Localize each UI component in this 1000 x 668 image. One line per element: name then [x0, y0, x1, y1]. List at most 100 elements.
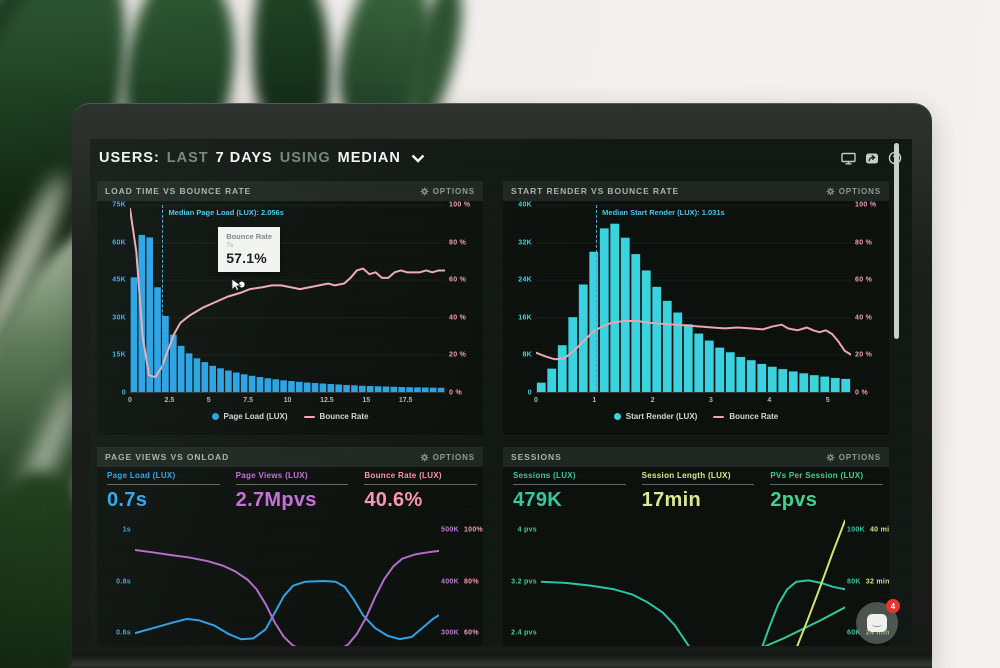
panel-header: LOAD TIME VS BOUNCE RATE OPTIONS [97, 181, 483, 201]
y-axis-tick-part: 80 % [449, 239, 467, 247]
chart-legend: Start Render (LUX) Bounce Rate [503, 412, 889, 421]
options-button[interactable]: OPTIONS [826, 187, 881, 196]
metric: Session Length (LUX) 17min [641, 471, 755, 512]
y-axis-tick: 40K [518, 201, 532, 209]
y-axis-tick-part: 80K [847, 578, 861, 586]
y-axis-tick: 0 [121, 389, 126, 397]
metric: Page Views (LUX) 2.7Mpvs [235, 471, 349, 512]
options-label: OPTIONS [432, 186, 475, 196]
mouse-cursor [231, 278, 242, 292]
panel-grid: LOAD TIME VS BOUNCE RATE OPTIONS 75K 60K 4… [97, 181, 889, 646]
x-axis-tick: 1 [592, 397, 597, 404]
chart-plot[interactable]: Median Page Load (LUX): 2.056s Bounce Ra… [130, 205, 445, 393]
metric-row: Page Load (LUX) 0.7s Page Views (LUX) 2.7Mp… [107, 471, 478, 512]
y-axis-tick-part: 40 % [855, 314, 873, 322]
metric-value: 2.7Mpvs [235, 489, 317, 511]
legend-label: Page Load (LUX) [223, 412, 288, 421]
options-button[interactable]: OPTIONS [420, 453, 475, 462]
legend-item[interactable]: Bounce Rate [303, 412, 369, 421]
display-icon[interactable] [841, 152, 856, 165]
y-axis-tick-part: 100 % [855, 201, 877, 209]
legend-label: Bounce Rate [319, 412, 369, 421]
metric-value: 2pvs [770, 489, 818, 511]
legend-line-marker [303, 415, 315, 418]
share-icon[interactable] [865, 152, 879, 165]
y-axis-tick-part: 100K [847, 526, 865, 534]
user-filter-dropdown[interactable]: USERS: LAST 7 DAYS USING MEDIAN [99, 150, 425, 166]
dashboard-screen: USERS: LAST 7 DAYS USING MEDIAN ? [90, 139, 912, 646]
options-button[interactable]: OPTIONS [420, 187, 475, 196]
metric-divider [641, 484, 755, 485]
y-axis-tick: 0.8s [116, 578, 131, 586]
y-axis-tick: 2.4 pvs [511, 629, 537, 637]
y-axis-tick-part: 60 % [449, 276, 467, 284]
y-axis-tick-part: 32 min [865, 578, 889, 586]
metric-label: Sessions (LUX) [513, 471, 576, 480]
chart-plot[interactable] [541, 519, 845, 646]
x-axis-tick: 2 [650, 397, 655, 404]
metric-row: Sessions (LUX) 479K Session Length (LUX) 17… [513, 471, 884, 512]
y-axis-tick: 80 % [449, 239, 466, 246]
y-axis-tick: 60 % [449, 277, 466, 284]
metric-label: Page Views (LUX) [235, 471, 308, 480]
legend-line-marker [713, 415, 725, 418]
panel-title: START RENDER VS BOUNCE RATE [511, 186, 680, 196]
tooltip-value: 57.1% [226, 250, 267, 267]
metric-label: Page Load (LUX) [107, 471, 176, 480]
legend-item[interactable]: Page Load (LUX) [211, 412, 288, 421]
panel-load-time-vs-bounce-rate: LOAD TIME VS BOUNCE RATE OPTIONS 75K 60K 4… [97, 181, 483, 435]
x-axis-tick: 0 [534, 397, 538, 404]
chart-canvas [130, 205, 445, 392]
y-axis-tick: 3.2 pvs [511, 578, 537, 586]
x-axis-tick: 2.5 [164, 397, 175, 404]
panel-title: PAGE VIEWS VS ONLOAD [105, 452, 230, 462]
y-axis-tick: 8K [522, 351, 532, 359]
chart-canvas [135, 519, 439, 646]
y-axis-tick-part: 80 % [855, 239, 873, 247]
y-axis-tick: 20 % [449, 352, 466, 359]
median-line: Median Start Render (LUX): 1.031s [596, 205, 725, 392]
legend-dot-marker [613, 413, 621, 420]
y-axis-tick: 400K 80% [441, 578, 479, 585]
median-annotation: Median Start Render (LUX): 1.031s [602, 208, 725, 217]
y-axis-tick: 100 % [855, 202, 876, 209]
chart-plot[interactable]: Median Start Render (LUX): 1.031s [536, 205, 851, 393]
legend-item[interactable]: Bounce Rate [713, 412, 778, 421]
chevron-down-icon[interactable] [411, 154, 425, 163]
tooltip: Bounce Rate 7s 57.1% [218, 227, 281, 292]
y-axis-tick-part: 500K [441, 526, 459, 534]
x-axis-tick: 15 [362, 397, 371, 404]
y-axis-right: 100 % 80 % 60 % 40 % 20 % 0 % [449, 201, 480, 397]
y-axis-tick-part: 20 % [449, 351, 467, 359]
x-axis: 0 2.5 5 7.5 10 12.5 15 17.5 [128, 397, 445, 409]
options-label: OPTIONS [432, 452, 475, 462]
y-axis-right: 100 % 80 % 60 % 40 % 20 % 0 % [855, 202, 886, 397]
y-axis-tick-part: 60K [847, 629, 861, 637]
legend-dot-marker [211, 413, 219, 420]
chat-smile [872, 622, 882, 627]
panel-title: SESSIONS [511, 452, 562, 462]
scrollbar[interactable] [894, 143, 899, 339]
chart-legend: Page Load (LUX) Bounce Rate [97, 412, 483, 421]
y-axis-tick: 60K [112, 239, 126, 247]
y-axis-tick: 45K [112, 276, 126, 284]
y-axis-tick: 40 % [449, 314, 466, 321]
y-axis-tick: 30K [112, 314, 126, 322]
y-axis-tick-part: 100 % [449, 201, 471, 209]
y-axis-tick: 100K 40 min [847, 527, 889, 534]
chat-launcher[interactable]: 4 [856, 599, 900, 644]
chart-plot[interactable] [135, 519, 439, 646]
y-axis-tick: 300K 60% [441, 630, 479, 637]
title-users: USERS: [99, 150, 160, 166]
y-axis-tick-part: 40 min [869, 526, 889, 534]
chat-bubble-icon [867, 614, 887, 632]
y-axis-tick-part: 40 % [449, 314, 467, 322]
legend-item[interactable]: Start Render (LUX) [613, 412, 697, 421]
y-axis-tick: 1s [122, 526, 131, 534]
x-axis-tick: 10 [283, 397, 292, 404]
metric-value: 0.7s [107, 489, 148, 511]
options-button[interactable]: OPTIONS [826, 453, 881, 462]
chart-canvas [541, 519, 845, 646]
options-label: OPTIONS [838, 186, 881, 196]
